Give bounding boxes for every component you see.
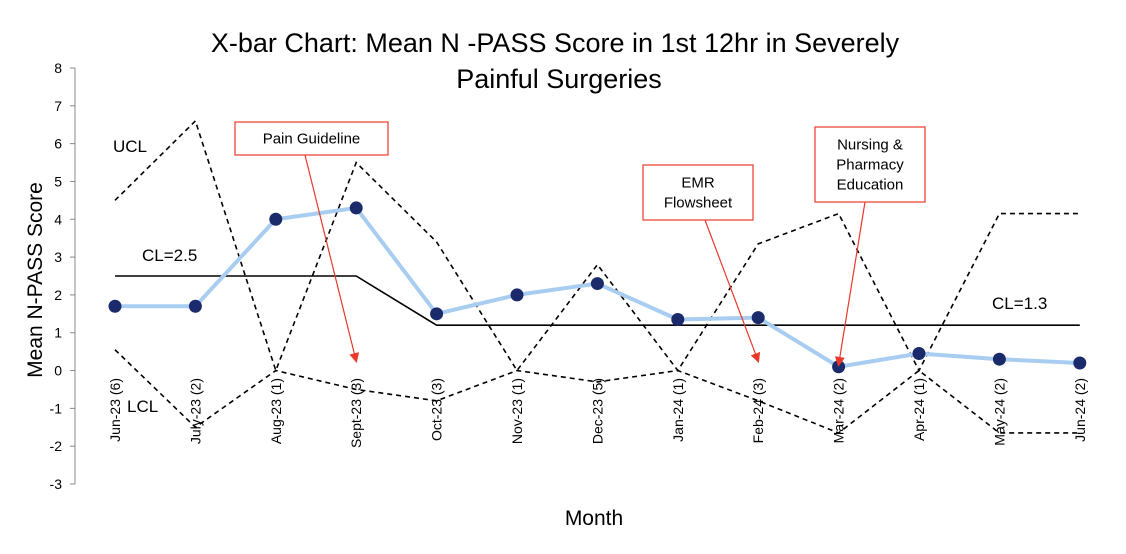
data-point <box>430 307 444 321</box>
y-tick-label: 5 <box>54 173 62 189</box>
center-line <box>115 275 1080 326</box>
x-tick-label: Nov-23 (1) <box>509 378 525 444</box>
data-point <box>992 352 1006 366</box>
cl-label-post: CL=1.3 <box>992 294 1047 313</box>
x-tick-label: Jun-23 (6) <box>107 378 123 442</box>
x-tick-label: Feb-24 (3) <box>750 378 766 443</box>
annotation-arrow <box>834 201 866 367</box>
data-point <box>1073 356 1087 370</box>
y-tick-label: 0 <box>54 363 62 379</box>
mean-score-series <box>108 201 1087 374</box>
x-tick-label: Jun-24 (2) <box>1072 378 1088 442</box>
annotation-frame <box>642 164 754 221</box>
y-tick-label: 3 <box>54 249 62 265</box>
data-point <box>590 277 604 291</box>
y-tick-label: 4 <box>54 211 62 227</box>
annotation-frame <box>814 126 926 203</box>
data-point <box>912 347 926 361</box>
x-tick-label: Apr-24 (1) <box>911 378 927 441</box>
data-point <box>349 201 363 215</box>
y-tick-label: -3 <box>50 476 63 492</box>
data-point <box>671 312 685 326</box>
annotation-box: EMR Flowsheet <box>642 164 761 363</box>
annotation-text: Education <box>837 177 904 194</box>
data-point <box>188 299 202 313</box>
x-tick-label: Sept-23 (3) <box>348 378 364 448</box>
data-point <box>108 299 122 313</box>
x-tick-label: Mar-24 (2) <box>831 378 847 443</box>
y-tick-label: -2 <box>50 438 63 454</box>
ucl-line <box>114 119 1080 373</box>
data-point <box>269 212 283 226</box>
ucl-label: UCL <box>113 137 147 156</box>
annotation-text: Nursing & <box>837 137 903 154</box>
annotation-text: Flowsheet <box>664 195 733 212</box>
x-tick-label: May-24 (2) <box>991 378 1007 446</box>
lcl-label: LCL <box>127 397 158 416</box>
x-tick-label: July-23 (2) <box>187 378 203 444</box>
annotation-frame <box>234 121 389 156</box>
chart-title-line2: Painful Surgeries <box>456 64 662 94</box>
y-tick-label: 7 <box>54 98 62 114</box>
annotation-text: Pharmacy <box>836 157 904 174</box>
annotation-text: Pain Guideline <box>263 131 361 148</box>
x-tick-label: Aug-23 (1) <box>268 378 284 444</box>
y-tick-label: 6 <box>54 136 62 152</box>
y-axis-label: Mean N-PASS Score <box>24 182 47 378</box>
chart-title-line1: X-bar Chart: Mean N -PASS Score in 1st 1… <box>211 28 900 58</box>
y-tick-labels: 8 7 6 5 4 3 2 1 0 -1 -2 -3 <box>50 60 75 492</box>
control-limit-lines <box>114 119 1080 434</box>
x-tick-labels: Jun-23 (6) July-23 (2) Aug-23 (1) Sept-23 (… <box>107 378 1088 448</box>
y-tick-label: 8 <box>54 60 62 76</box>
intervention-annotations: Pain Guideline EMR Flowsheet Nursing & Pharm… <box>234 121 926 367</box>
x-tick-label: Dec-23 (5) <box>589 378 605 444</box>
data-point <box>751 311 765 325</box>
y-tick-label: -1 <box>50 400 63 416</box>
data-point <box>510 288 524 302</box>
cl-label-initial: CL=2.5 <box>142 246 197 265</box>
x-tick-label: Oct-23 (3) <box>429 378 445 441</box>
annotation-text: EMR <box>681 175 715 192</box>
annotation-arrow <box>704 219 761 363</box>
x-axis-label: Month <box>565 507 623 530</box>
y-tick-label: 2 <box>54 287 62 303</box>
annotation-arrow <box>304 154 360 364</box>
y-tick-label: 1 <box>54 325 62 341</box>
lcl-line <box>114 349 1080 434</box>
annotation-box: Nursing & Pharmacy Education <box>814 126 926 367</box>
x-tick-label: Jan-24 (1) <box>670 378 686 442</box>
annotation-box: Pain Guideline <box>234 121 389 364</box>
